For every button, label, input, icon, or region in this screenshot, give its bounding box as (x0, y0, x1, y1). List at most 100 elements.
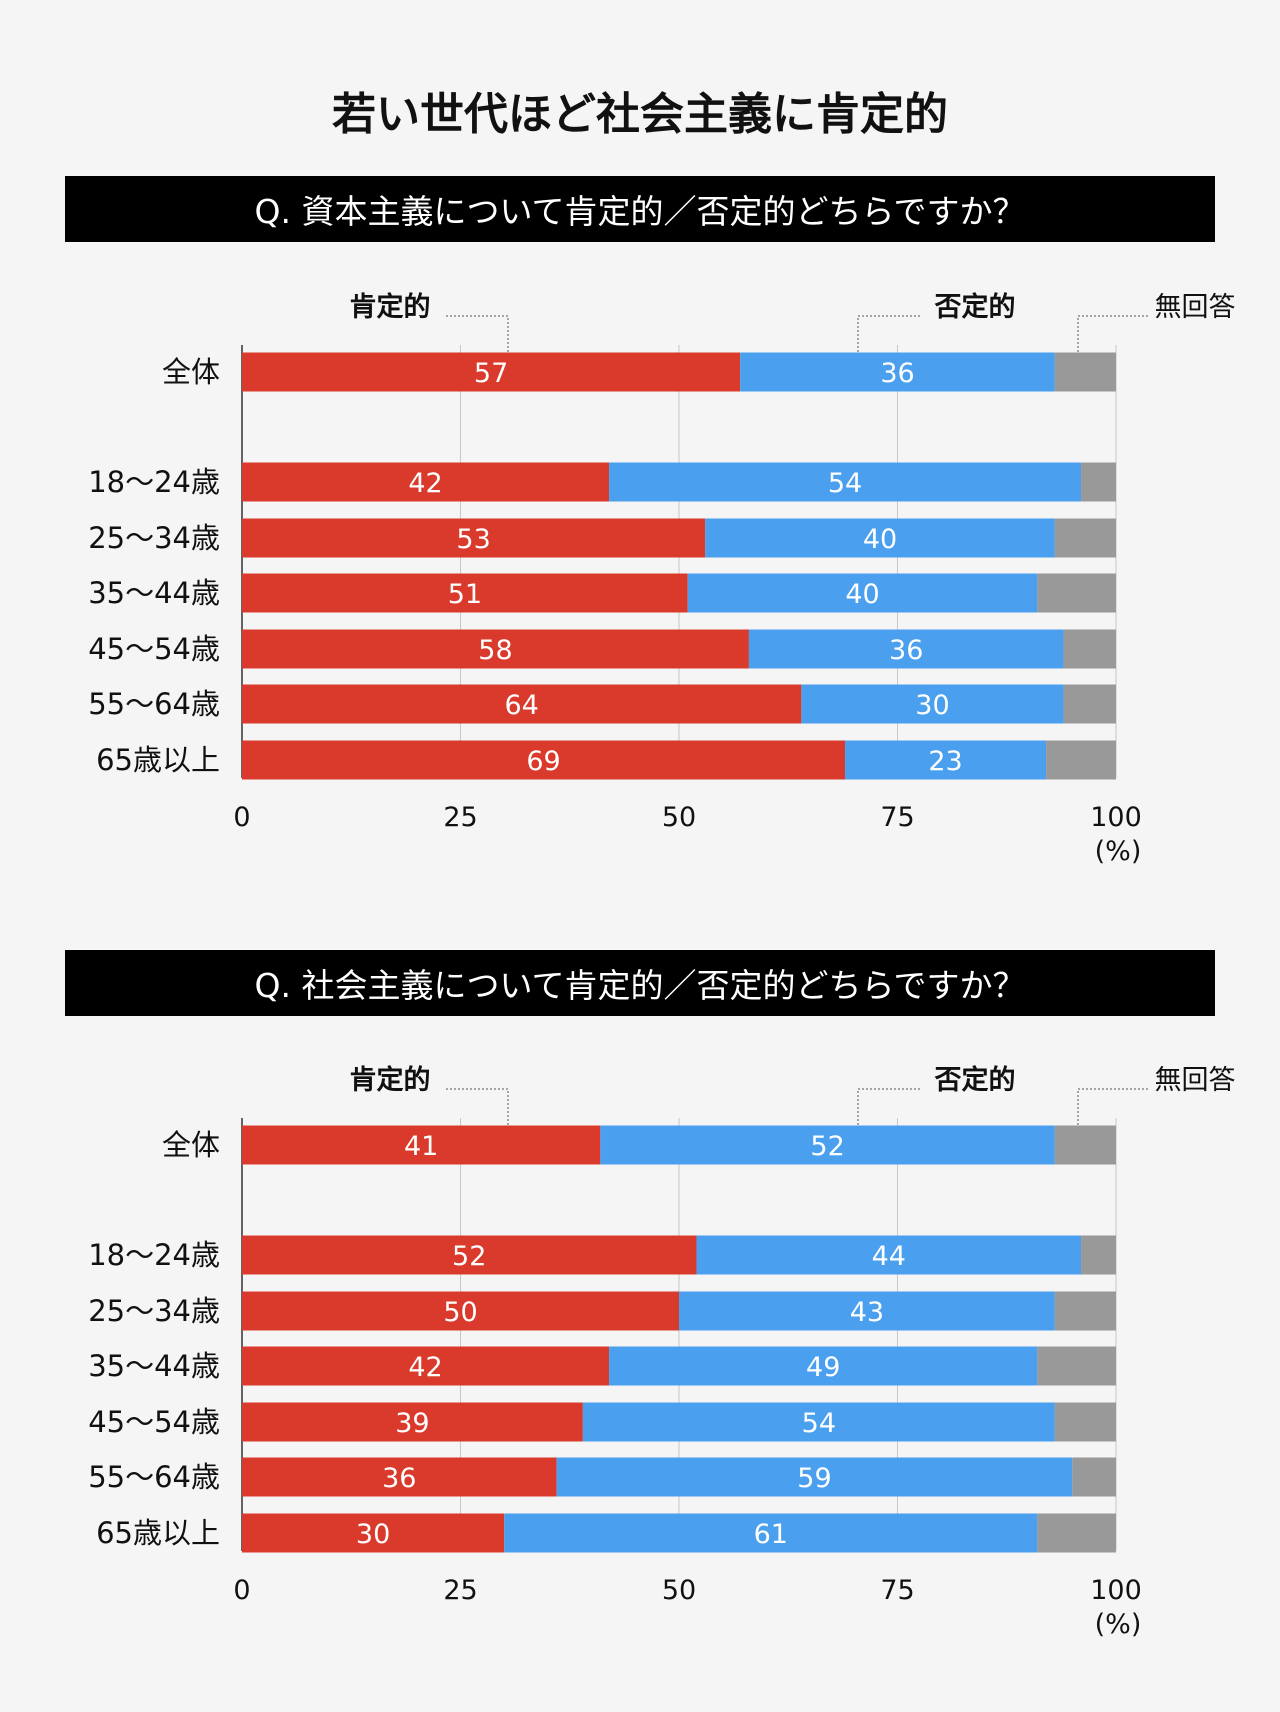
category-label: 全体 (162, 355, 220, 389)
bar-negative (609, 1346, 1038, 1386)
bar-no-answer (1037, 1513, 1116, 1553)
data-label: 44 (872, 1241, 906, 1272)
bar-positive (242, 1513, 505, 1553)
x-tick-label: 50 (662, 802, 696, 833)
question-banner-capitalism: Q. 資本主義について肯定的／否定的どちらですか？ (65, 176, 1215, 242)
bar-negative (705, 518, 1055, 558)
category-label: 18〜24歳 (88, 465, 220, 499)
category-label: 55〜64歳 (88, 687, 220, 721)
legend-leader-line (857, 1088, 920, 1125)
category-label: 25〜34歳 (88, 1294, 220, 1328)
x-tick-label: 0 (233, 802, 250, 833)
data-label: 49 (806, 1352, 840, 1383)
bar-no-answer (1072, 1457, 1116, 1497)
x-tick-label: 25 (443, 802, 477, 833)
data-label: 58 (478, 635, 512, 666)
data-label: 50 (443, 1297, 477, 1328)
bar-no-answer (1054, 1125, 1116, 1165)
category-label: 25〜34歳 (88, 521, 220, 555)
legend-leader-line (857, 315, 920, 352)
bar-positive (242, 352, 741, 392)
legend-positive: 肯定的 (350, 1064, 431, 1096)
legend-negative: 否定的 (935, 1064, 1016, 1096)
x-unit-label: (%) (1095, 1609, 1142, 1640)
bar-negative (687, 573, 1038, 613)
legend-leader-line (446, 1088, 509, 1125)
x-tick-label: 75 (880, 1575, 914, 1606)
bar-negative (696, 1235, 1082, 1275)
bar-negative (600, 1125, 1055, 1165)
category-label: 18〜24歳 (88, 1238, 220, 1272)
category-label: 55〜64歳 (88, 1460, 220, 1494)
data-label: 43 (850, 1297, 884, 1328)
bar-no-answer (1054, 352, 1116, 392)
bar-negative (504, 1513, 1038, 1553)
category-label: 全体 (162, 1128, 220, 1162)
data-label: 30 (356, 1519, 390, 1550)
data-label: 30 (915, 690, 949, 721)
data-label: 69 (526, 746, 560, 777)
bar-negative (740, 352, 1055, 392)
bar-no-answer (1063, 684, 1116, 724)
data-label: 64 (505, 690, 539, 721)
legend-leader-line (1077, 1088, 1148, 1125)
bar-no-answer (1081, 462, 1116, 502)
data-label: 54 (828, 468, 862, 499)
bar-positive (242, 1291, 679, 1331)
data-label: 23 (928, 746, 962, 777)
bar-negative (801, 684, 1064, 724)
bar-no-answer (1054, 1291, 1116, 1331)
question-banner-socialism: Q. 社会主義について肯定的／否定的どちらですか？ (65, 950, 1215, 1016)
chart-capitalism: 57 36 全体 42 54 18〜24歳 53 40 25〜34歳 51 40 35〜44歳 58 36… (88, 291, 1236, 867)
bar-positive (242, 684, 802, 724)
category-label: 45〜54歳 (88, 1405, 220, 1439)
data-label: 40 (845, 579, 879, 610)
data-label: 42 (408, 468, 442, 499)
x-tick-label: 50 (662, 1575, 696, 1606)
bar-negative (582, 1402, 1055, 1442)
chart-socialism: 41 52 全体 52 44 18〜24歳 50 43 25〜34歳 42 49 35〜44歳 39 54… (88, 1064, 1235, 1640)
data-label: 42 (408, 1352, 442, 1383)
x-tick-label: 100 (1090, 1575, 1142, 1606)
bar-no-answer (1081, 1235, 1116, 1275)
bar-positive (242, 740, 846, 780)
x-tick-label: 0 (233, 1575, 250, 1606)
bar-no-answer (1046, 740, 1116, 780)
legend-positive: 肯定的 (350, 291, 431, 323)
x-tick-label: 25 (443, 1575, 477, 1606)
data-label: 36 (382, 1463, 416, 1494)
data-label: 53 (456, 524, 490, 555)
category-label: 65歳以上 (96, 1516, 220, 1550)
legend-leader-line (446, 315, 509, 352)
category-label: 35〜44歳 (88, 576, 220, 610)
category-label: 65歳以上 (96, 743, 220, 777)
bar-negative (748, 629, 1064, 669)
page-title: 若い世代ほど社会主義に肯定的 (332, 89, 948, 140)
bar-positive (242, 1346, 610, 1386)
bar-negative (556, 1457, 1073, 1497)
data-label: 54 (802, 1408, 836, 1439)
x-tick-label: 75 (880, 802, 914, 833)
bar-positive (242, 518, 706, 558)
data-label: 39 (395, 1408, 429, 1439)
bar-positive (242, 1235, 697, 1275)
bar-negative (679, 1291, 1055, 1331)
data-label: 41 (404, 1131, 438, 1162)
bar-negative (845, 740, 1047, 780)
data-label: 59 (797, 1463, 831, 1494)
bar-negative (609, 462, 1082, 502)
bar-no-answer (1037, 1346, 1116, 1386)
legend-negative: 否定的 (935, 291, 1016, 323)
data-label: 36 (889, 635, 923, 666)
data-label: 51 (448, 579, 482, 610)
bar-positive (242, 1457, 557, 1497)
legend-no-answer: 無回答 (1155, 292, 1236, 323)
data-label: 57 (474, 358, 508, 389)
bar-positive (242, 1125, 601, 1165)
bar-no-answer (1054, 1402, 1116, 1442)
bar-positive (242, 462, 610, 502)
legend-leader-line (1077, 315, 1148, 352)
data-label: 61 (754, 1519, 788, 1550)
x-tick-label: 100 (1090, 802, 1142, 833)
data-label: 40 (863, 524, 897, 555)
